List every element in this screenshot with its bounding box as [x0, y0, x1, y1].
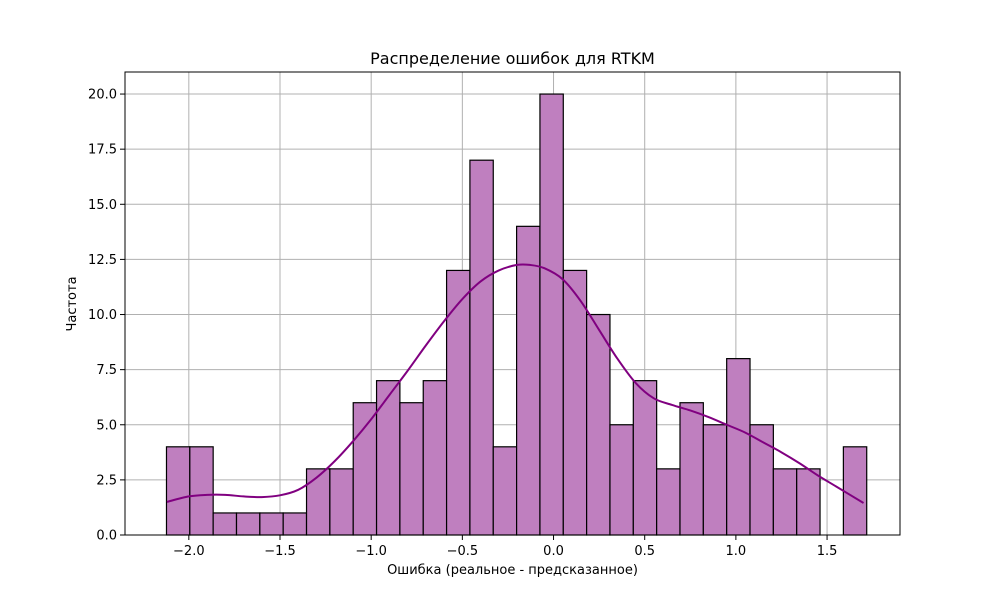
histogram-bar	[422, 380, 448, 536]
histogram-bar	[212, 512, 238, 536]
kde-curve	[166, 263, 865, 504]
y-tick-label: 5.0	[96, 418, 117, 433]
y-tick-label: 0.0	[96, 529, 117, 544]
histogram-bar	[679, 402, 704, 536]
histogram-bar	[702, 424, 728, 536]
x-tick-label: 0.5	[634, 544, 655, 559]
x-tick-label: −1.5	[264, 544, 296, 559]
histogram-bar	[305, 468, 331, 536]
plot-frame	[124, 71, 901, 536]
chart-title: Распределение ошибок для RTKM	[370, 49, 655, 68]
x-tick-label: −1.0	[355, 544, 387, 559]
x-tick-label: 1.0	[726, 544, 747, 559]
histogram-bar	[609, 424, 634, 536]
y-tick-label: 17.5	[88, 143, 117, 158]
x-axis-label: Ошибка (реальное - предсказанное)	[387, 563, 638, 578]
histogram-bar	[539, 93, 564, 536]
x-tick-label: 1.5	[817, 544, 838, 559]
histogram-bar	[165, 446, 191, 536]
histogram-bar	[329, 468, 354, 536]
x-tick-label: −0.5	[447, 544, 479, 559]
x-tick-label: 0.0	[543, 544, 564, 559]
histogram-bar	[842, 446, 868, 536]
histogram-bar	[375, 380, 401, 536]
y-tick-label: 10.0	[88, 308, 117, 323]
histogram-bar	[189, 446, 214, 536]
histogram-bar	[796, 468, 821, 536]
y-axis-label: Частота	[65, 276, 80, 331]
y-tick-label: 12.5	[88, 253, 117, 268]
y-tick-label: 15.0	[88, 198, 117, 213]
y-tick-label: 2.5	[96, 473, 117, 488]
histogram-bar	[586, 313, 611, 536]
histogram-bar	[469, 159, 494, 536]
y-tick-label: 7.5	[96, 363, 117, 378]
histogram-bar	[656, 468, 681, 536]
histogram-bar	[352, 402, 378, 536]
grid-lines	[125, 72, 900, 536]
histogram-bar	[282, 512, 308, 536]
y-tick-label: 20.0	[88, 88, 117, 103]
histogram-bar	[235, 512, 261, 536]
histogram-bar	[492, 446, 518, 536]
histogram-bar	[562, 269, 588, 536]
x-tick-label: −2.0	[173, 544, 205, 559]
x-axis-ticks: −2.0 −1.5 −1.0 −0.5 0.0 0.5 1.0 1.5	[173, 535, 837, 559]
histogram-bar	[632, 380, 658, 536]
histogram-bar	[399, 402, 424, 536]
histogram-bar	[772, 468, 798, 536]
histogram-bar	[516, 225, 541, 536]
histogram-bar	[259, 512, 284, 536]
histogram-bar	[445, 269, 471, 536]
y-axis-ticks: 0.0 2.5 5.0 7.5 10.0 12.5 15.0 17.5 20.0	[88, 88, 125, 544]
histogram-bar	[726, 358, 751, 536]
